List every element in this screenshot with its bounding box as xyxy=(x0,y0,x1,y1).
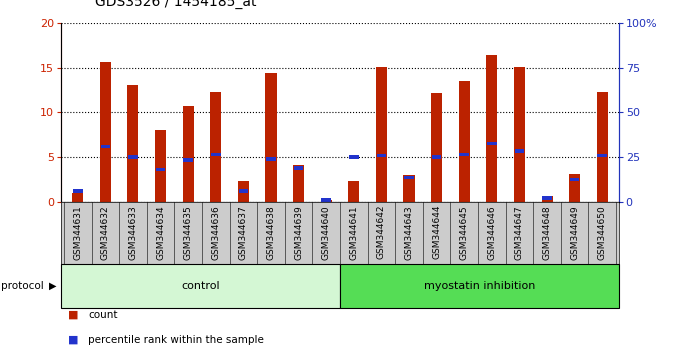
Text: percentile rank within the sample: percentile rank within the sample xyxy=(88,335,265,345)
Text: GSM344639: GSM344639 xyxy=(294,205,303,259)
Bar xyxy=(487,142,496,145)
Bar xyxy=(403,175,415,202)
Bar xyxy=(321,200,332,202)
Text: GSM344634: GSM344634 xyxy=(156,205,165,259)
Bar xyxy=(486,55,497,202)
Text: GSM344641: GSM344641 xyxy=(350,205,358,259)
Text: GSM344647: GSM344647 xyxy=(515,205,524,259)
Text: protocol: protocol xyxy=(1,281,44,291)
Text: GSM344632: GSM344632 xyxy=(101,205,110,259)
Bar xyxy=(61,264,340,308)
Bar xyxy=(322,198,331,202)
Text: GSM344646: GSM344646 xyxy=(488,205,496,259)
Bar xyxy=(239,189,248,193)
Text: GSM344633: GSM344633 xyxy=(129,205,137,259)
Bar xyxy=(128,155,138,159)
Text: GSM344650: GSM344650 xyxy=(598,205,607,259)
Text: myostatin inhibition: myostatin inhibition xyxy=(424,281,535,291)
Bar xyxy=(293,165,304,202)
Text: control: control xyxy=(182,281,220,291)
Bar xyxy=(210,92,221,202)
Bar xyxy=(570,178,579,181)
Text: GSM344638: GSM344638 xyxy=(267,205,275,259)
Bar xyxy=(431,93,442,202)
Text: GDS3526 / 1454185_at: GDS3526 / 1454185_at xyxy=(95,0,257,9)
Text: GSM344648: GSM344648 xyxy=(543,205,551,259)
Bar xyxy=(101,144,110,148)
Text: GSM344631: GSM344631 xyxy=(73,205,82,259)
Bar xyxy=(542,196,552,200)
Text: GSM344643: GSM344643 xyxy=(405,205,413,259)
Bar xyxy=(127,85,139,202)
Bar xyxy=(211,153,220,156)
Text: GSM344636: GSM344636 xyxy=(211,205,220,259)
Text: count: count xyxy=(88,310,118,320)
Bar xyxy=(597,92,608,202)
Bar xyxy=(183,106,194,202)
Bar xyxy=(340,264,619,308)
Text: GSM344642: GSM344642 xyxy=(377,205,386,259)
Bar xyxy=(349,155,358,159)
Text: GSM344635: GSM344635 xyxy=(184,205,192,259)
Text: ■: ■ xyxy=(68,310,78,320)
Bar xyxy=(72,193,83,202)
Bar xyxy=(541,196,553,202)
Text: GSM344637: GSM344637 xyxy=(239,205,248,259)
Bar xyxy=(265,73,277,202)
Text: GSM344649: GSM344649 xyxy=(570,205,579,259)
Bar xyxy=(569,174,580,202)
Text: GSM344640: GSM344640 xyxy=(322,205,330,259)
Bar xyxy=(184,158,193,161)
Bar xyxy=(294,166,303,170)
Bar xyxy=(100,62,111,202)
Bar xyxy=(459,81,470,202)
Bar xyxy=(266,157,276,161)
Text: ▶: ▶ xyxy=(49,281,56,291)
Bar xyxy=(460,153,469,156)
Bar xyxy=(432,155,441,159)
Bar xyxy=(376,67,387,202)
Bar xyxy=(348,181,359,202)
Bar xyxy=(156,168,165,171)
Bar xyxy=(155,130,166,202)
Bar xyxy=(598,154,607,157)
Bar xyxy=(238,181,249,202)
Bar xyxy=(404,176,414,179)
Text: GSM344644: GSM344644 xyxy=(432,205,441,259)
Bar xyxy=(514,67,525,202)
Bar xyxy=(515,149,524,153)
Text: ■: ■ xyxy=(68,335,78,345)
Bar xyxy=(377,154,386,157)
Bar xyxy=(73,189,82,193)
Text: GSM344645: GSM344645 xyxy=(460,205,469,259)
